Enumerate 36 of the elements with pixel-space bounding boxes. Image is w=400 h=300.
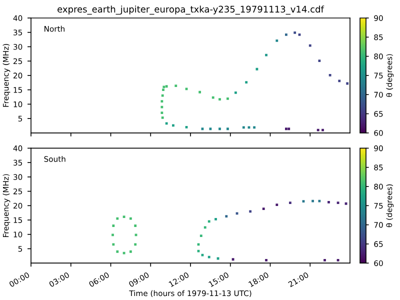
point xyxy=(129,250,132,253)
point xyxy=(276,39,278,42)
chart-title: expres_earth_jupiter_europa_txka-y235_19791113_v14.cdf xyxy=(58,6,324,15)
point xyxy=(165,85,168,88)
point xyxy=(129,217,132,220)
point xyxy=(318,200,321,202)
point xyxy=(328,74,332,76)
point xyxy=(262,208,265,210)
point xyxy=(242,126,245,129)
point xyxy=(294,31,296,34)
point xyxy=(161,94,164,97)
point xyxy=(165,122,168,125)
point xyxy=(245,81,248,84)
point xyxy=(160,106,164,108)
point xyxy=(212,96,214,99)
point xyxy=(208,256,210,258)
point xyxy=(253,126,256,129)
point xyxy=(200,234,202,238)
point xyxy=(162,86,166,88)
point xyxy=(284,33,288,36)
point xyxy=(288,128,290,130)
point xyxy=(116,217,119,220)
point xyxy=(198,90,202,94)
point xyxy=(284,128,288,130)
point xyxy=(116,250,119,253)
point xyxy=(209,128,212,130)
point xyxy=(318,60,321,62)
point xyxy=(160,100,164,103)
point xyxy=(208,220,210,223)
point xyxy=(234,91,237,94)
point xyxy=(112,243,115,246)
point xyxy=(338,80,341,82)
point xyxy=(308,44,312,47)
point xyxy=(134,243,137,246)
point xyxy=(249,210,252,213)
point xyxy=(161,116,164,119)
